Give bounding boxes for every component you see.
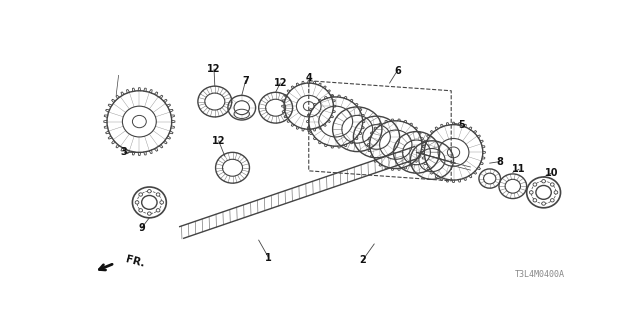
Text: 9: 9 [138,223,145,233]
Ellipse shape [147,189,151,193]
Text: 10: 10 [545,168,558,178]
Text: 11: 11 [512,164,525,174]
Ellipse shape [554,191,558,194]
Text: 5: 5 [458,120,465,130]
Text: T3L4M0400A: T3L4M0400A [515,270,565,279]
Ellipse shape [160,201,164,204]
Ellipse shape [533,183,537,186]
Ellipse shape [156,209,160,212]
Text: 4: 4 [305,73,312,84]
Ellipse shape [135,201,139,204]
Text: 3: 3 [120,147,127,157]
Ellipse shape [550,199,554,202]
Ellipse shape [156,193,160,196]
Text: 1: 1 [266,253,272,263]
Ellipse shape [533,199,537,202]
Ellipse shape [550,183,554,186]
Ellipse shape [529,191,533,194]
Text: 8: 8 [496,156,503,167]
Text: 6: 6 [394,66,401,76]
Text: 12: 12 [212,136,225,146]
Text: 2: 2 [359,255,366,265]
Ellipse shape [139,193,143,196]
Text: 12: 12 [207,64,221,74]
Ellipse shape [541,180,545,183]
Ellipse shape [541,202,545,205]
Text: 12: 12 [273,78,287,88]
Text: FR.: FR. [125,254,146,269]
Text: 7: 7 [242,76,249,86]
Ellipse shape [139,209,143,212]
Ellipse shape [147,212,151,215]
